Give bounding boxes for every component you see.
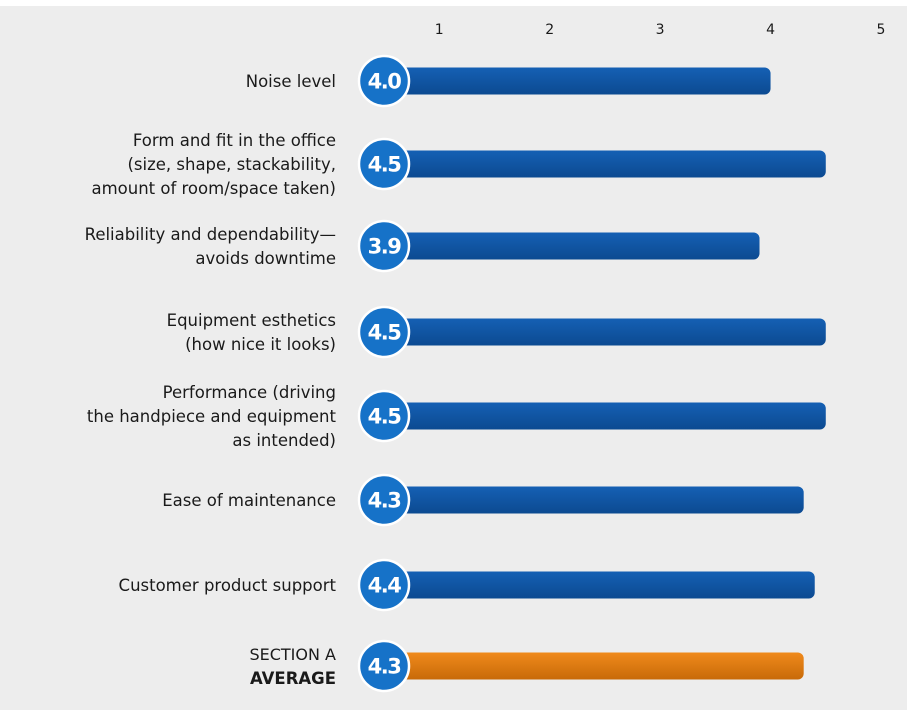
data-label: 4.5 [368,153,402,177]
category-label: avoids downtime [195,249,336,268]
category-label: AVERAGE [250,669,336,688]
bar [384,318,826,346]
value-badge [357,473,411,527]
category-label: as intended) [232,431,336,450]
value-badge [357,639,411,693]
bar [384,150,826,178]
category-label: Noise level [246,72,336,91]
data-label: 3.9 [368,235,402,259]
category-label: Form and fit in the office [133,131,336,150]
bar [384,232,760,260]
category-label: Performance (driving [163,383,336,402]
bar [384,486,804,514]
x-tick-label: 5 [877,22,886,38]
value-badge [357,54,411,108]
x-tick-label: 3 [656,22,665,38]
data-label: 4.3 [368,655,401,679]
category-label: Ease of maintenance [162,491,336,510]
x-tick-label: 2 [545,22,554,38]
data-label: 4.5 [368,321,402,345]
bar [384,67,771,95]
bar [384,402,826,430]
data-label: 4.4 [368,574,402,598]
category-label: Equipment esthetics [167,311,336,330]
category-label: the handpiece and equipment [87,407,337,426]
category-label: SECTION A [249,645,336,664]
data-label: 4.3 [368,489,401,513]
category-label: Reliability and dependability— [85,225,336,244]
category-label: (how nice it looks) [185,335,336,354]
x-tick-label: 4 [766,22,775,38]
bar [384,571,815,599]
x-tick-label: 1 [435,22,444,38]
value-badge [357,305,411,359]
category-label: amount of room/space taken) [91,179,336,198]
category-label: (size, shape, stackability, [127,155,336,174]
data-label: 4.5 [368,405,402,429]
value-badge [357,137,411,191]
average-bar [384,652,804,680]
data-label: 4.0 [368,70,402,94]
value-badge [357,219,411,273]
value-badge [357,389,411,443]
category-label: Customer product support [119,576,337,595]
value-badge [357,558,411,612]
